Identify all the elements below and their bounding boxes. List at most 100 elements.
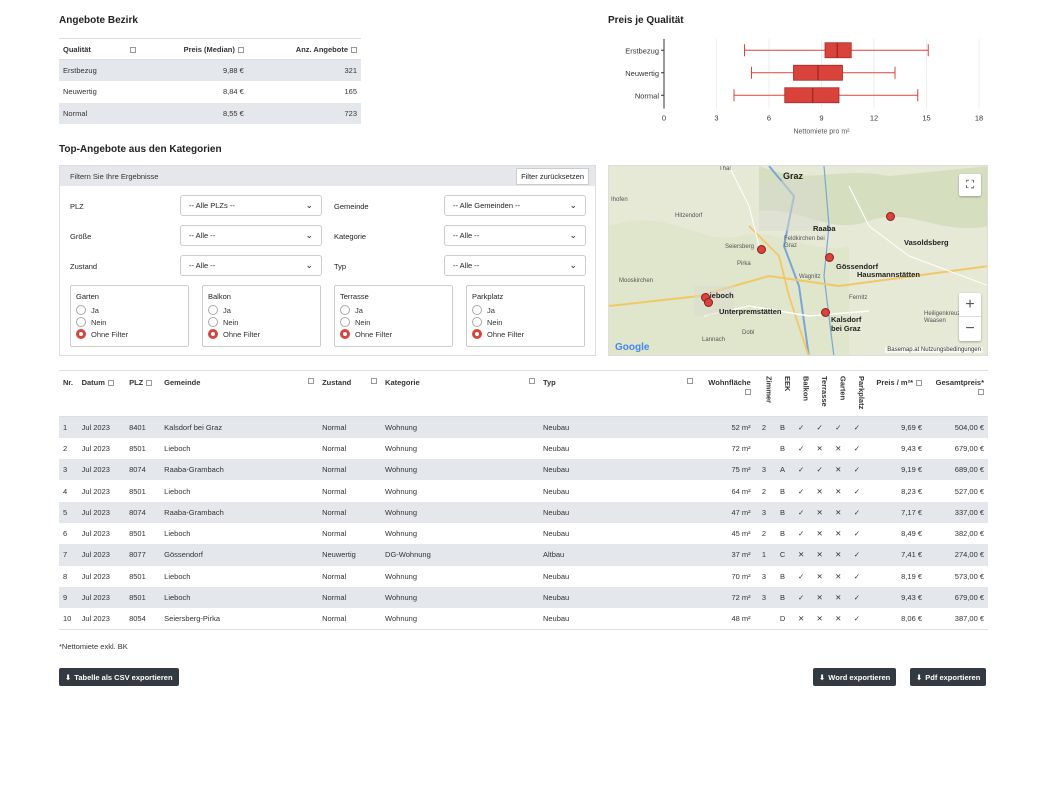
column-header[interactable]: Wohnfläche — [696, 370, 755, 417]
sort-icon[interactable] — [978, 389, 984, 396]
table-cell: 8074 — [125, 501, 161, 523]
table-row[interactable]: 8 Jul 2023 8501 Lieboch Normal Wohnung Neubau 7… — [59, 566, 988, 587]
radio-option[interactable]: Nein — [208, 316, 315, 328]
box-erstbezug — [824, 42, 852, 59]
sort-icon[interactable] — [744, 389, 751, 396]
plz-select[interactable]: -- Alle PLZs -- ⌄ — [180, 195, 322, 216]
table-row[interactable]: 9 Jul 2023 8501 Lieboch Normal Wohnung Neubau 7… — [59, 586, 988, 609]
radio-button[interactable] — [76, 329, 86, 339]
groesse-select[interactable]: -- Alle -- ⌄ — [180, 225, 322, 246]
column-header[interactable]: Kategorie — [381, 370, 539, 417]
radio-label: Ohne Filter — [223, 329, 261, 339]
table-row[interactable]: 6 Jul 2023 8501 Lieboch Normal Wohnung Neubau 4… — [59, 523, 988, 544]
x-tick-label: 0 — [662, 114, 666, 123]
radio-button[interactable] — [340, 329, 350, 339]
sort-icon[interactable] — [237, 46, 244, 53]
map-basemap[interactable] — [609, 166, 988, 356]
map-marker[interactable] — [757, 245, 766, 254]
radio-button[interactable] — [472, 317, 482, 327]
column-header[interactable]: Typ — [538, 370, 697, 417]
table-row[interactable]: 2 Jul 2023 8501 Lieboch Normal Wohnung Neubau 7… — [59, 438, 988, 459]
sort-icon[interactable] — [916, 380, 922, 387]
table-cell: ✕ — [828, 586, 848, 609]
table-row[interactable]: 7 Jul 2023 8077 Gössendorf Neuwertig DG-Wohnu… — [59, 544, 988, 566]
column-header[interactable]: Balkon — [791, 370, 811, 417]
map-marker[interactable] — [825, 253, 834, 262]
radio-button[interactable] — [208, 329, 218, 339]
map-marker[interactable] — [704, 298, 713, 307]
table-row: Erstbezug 9,88 €321 — [59, 59, 361, 81]
radio-button[interactable] — [76, 317, 86, 327]
map-marker[interactable] — [821, 308, 830, 317]
radio-option[interactable]: Nein — [340, 316, 447, 328]
table-row[interactable]: 3 Jul 2023 8074 Raaba-Grambach Normal Wohnung… — [59, 459, 988, 481]
reset-filter-button[interactable]: Filter zurücksetzen — [516, 167, 589, 185]
radio-button[interactable] — [76, 305, 86, 315]
radio-button[interactable] — [208, 317, 218, 327]
typ-select[interactable]: -- Alle -- ⌄ — [444, 255, 586, 276]
groesse-label: Größe — [70, 232, 92, 241]
sort-icon[interactable] — [686, 378, 693, 384]
table-cell: DG-Wohnung — [381, 544, 539, 566]
radio-option[interactable]: Nein — [76, 316, 183, 328]
radio-button[interactable] — [472, 305, 482, 315]
sort-icon[interactable] — [351, 46, 357, 53]
map-marker[interactable] — [886, 212, 895, 221]
radio-button[interactable] — [472, 329, 482, 339]
summary-header[interactable] — [127, 38, 137, 60]
radio-option[interactable]: Ja — [76, 304, 183, 316]
export-csv-button[interactable]: ⬇ Tabelle als CSV exportieren — [59, 668, 179, 686]
table-row[interactable]: 1 Jul 2023 8401 Kalsdorf bei Graz Normal Wohn… — [59, 416, 988, 438]
column-header[interactable]: Garten — [828, 370, 848, 417]
map-attribution[interactable]: Basemap.at Nutzungsbedingungen — [885, 347, 983, 353]
summary-header[interactable]: Anz. Angebote — [247, 38, 361, 60]
sort-icon[interactable] — [107, 380, 114, 387]
column-header[interactable]: Zustand — [318, 370, 382, 417]
column-header[interactable]: PLZ — [125, 370, 161, 417]
radio-option[interactable]: Ohne Filter — [76, 328, 183, 340]
table-cell: ✕ — [835, 443, 842, 453]
fullscreen-button[interactable]: ⛶ — [959, 174, 981, 196]
summary-header[interactable]: Qualität — [59, 38, 128, 60]
radio-option[interactable]: Ja — [472, 304, 579, 316]
sort-icon[interactable] — [528, 378, 535, 384]
table-row[interactable]: 4 Jul 2023 8501 Lieboch Normal Wohnung Neubau 6… — [59, 480, 988, 501]
column-header[interactable]: Terrasse — [810, 370, 829, 417]
sort-icon[interactable] — [146, 380, 153, 387]
radio-label: Nein — [91, 317, 107, 327]
column-header[interactable]: Zimmer — [754, 370, 774, 417]
export-word-button[interactable]: ⬇ Word exportieren — [813, 668, 897, 686]
radio-option[interactable]: Ohne Filter — [340, 328, 447, 340]
map[interactable]: Graz Raaba Vasoldsberg Seiersberg Gössen… — [608, 165, 988, 356]
radio-option[interactable]: Ja — [340, 304, 447, 316]
column-header[interactable]: Datum — [77, 370, 126, 417]
table-row[interactable]: 10 Jul 2023 8054 Seiersberg-Pirka Normal Wohn… — [59, 608, 988, 630]
column-header[interactable]: Gesamtpreis* — [926, 370, 988, 417]
sort-icon[interactable] — [130, 46, 137, 53]
column-header[interactable]: Preis / m²* — [866, 370, 926, 417]
radio-option[interactable]: Ohne Filter — [208, 328, 315, 340]
sort-icon[interactable] — [371, 378, 378, 384]
zustand-select[interactable]: -- Alle -- ⌄ — [180, 255, 322, 276]
column-header[interactable]: Nr. — [59, 370, 78, 417]
radio-option[interactable]: Ja — [208, 304, 315, 316]
summary-header[interactable]: Preis (Median) — [136, 38, 248, 60]
table-row[interactable]: 5 Jul 2023 8074 Raaba-Grambach Normal Wohnung… — [59, 501, 988, 523]
zoom-out-button[interactable]: − — [965, 320, 975, 337]
table-cell: ✓ — [847, 501, 867, 523]
sort-icon[interactable] — [308, 378, 315, 384]
radio-button[interactable] — [208, 305, 218, 315]
column-header[interactable]: Parkplatz — [847, 370, 867, 417]
radio-option[interactable]: Nein — [472, 316, 579, 328]
y-tick-label: Erstbezug — [625, 46, 659, 55]
radio-button[interactable] — [340, 305, 350, 315]
zoom-in-button[interactable]: + — [959, 293, 981, 317]
kategorie-select[interactable]: -- Alle -- ⌄ — [444, 225, 586, 246]
gemeinde-select[interactable]: -- Alle Gemeinden -- ⌄ — [444, 195, 586, 216]
column-header[interactable]: EEK — [773, 370, 792, 417]
radio-option[interactable]: Ohne Filter — [472, 328, 579, 340]
radio-button[interactable] — [340, 317, 350, 327]
column-header[interactable]: Gemeinde — [160, 370, 319, 417]
column-header-label: Gesamtpreis* — [935, 378, 984, 387]
export-pdf-button[interactable]: ⬇ Pdf exportieren — [910, 668, 987, 686]
